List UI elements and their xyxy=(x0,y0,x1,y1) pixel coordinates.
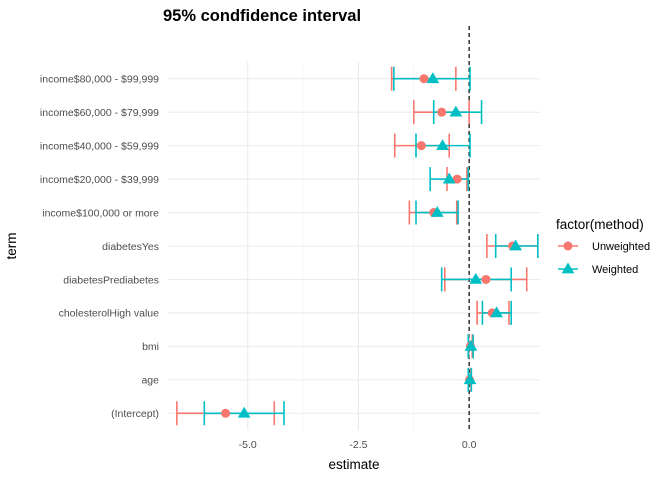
point-triangle xyxy=(442,172,456,184)
x-tick-label: -2.5 xyxy=(349,439,367,451)
y-tick-label: diabetesPrediabetes xyxy=(63,274,159,286)
point-triangle xyxy=(509,239,523,251)
legend-key-triangle xyxy=(561,262,575,274)
y-tick-label: income$100,000 or more xyxy=(42,207,159,219)
legend-label: Weighted xyxy=(592,264,638,276)
y-axis-title: term xyxy=(4,233,19,260)
y-tick-label: income$80,000 - $99,999 xyxy=(40,74,159,86)
y-tick-label: cholesterolHigh value xyxy=(59,308,160,320)
y-tick-label: bmi xyxy=(142,341,159,353)
point-circle xyxy=(481,274,491,284)
point-circle xyxy=(416,141,426,151)
y-tick-label: income$60,000 - $79,999 xyxy=(40,107,159,119)
legend-key-unweighted xyxy=(558,241,578,251)
point-triangle xyxy=(463,373,477,385)
y-tick-label: age xyxy=(141,375,159,387)
point-circle xyxy=(452,174,462,184)
x-tick-label: 0.0 xyxy=(462,439,477,451)
point-circle xyxy=(419,74,429,84)
point-triangle xyxy=(490,306,503,318)
plot-panel xyxy=(168,26,540,430)
legend-key-circle xyxy=(563,241,573,251)
point-triangle xyxy=(469,272,483,284)
legend-title: factor(method) xyxy=(556,217,644,232)
chart-title: 95% condfidence interval xyxy=(163,7,361,25)
point-triangle xyxy=(430,206,444,217)
point-circle xyxy=(437,107,447,117)
x-tick-label: -5.0 xyxy=(239,439,257,451)
legend-label: Unweighted xyxy=(592,241,650,253)
point-triangle xyxy=(237,406,251,418)
legend-key-weighted xyxy=(558,262,578,274)
y-tick-label: income$40,000 - $59,999 xyxy=(40,140,159,152)
y-tick-label: (Intercept) xyxy=(111,408,159,420)
y-tick-label: income$20,000 - $39,999 xyxy=(40,174,159,186)
point-triangle xyxy=(436,139,449,150)
point-triangle xyxy=(426,72,440,84)
legend: factor(method) Unweighted Weighted xyxy=(556,217,650,276)
x-axis-title: estimate xyxy=(328,457,379,472)
point-triangle xyxy=(464,339,478,351)
y-tick-label: diabetesYes xyxy=(102,241,159,253)
point-circle xyxy=(221,408,231,418)
point-triangle xyxy=(449,105,463,117)
points-weighted xyxy=(237,72,523,418)
